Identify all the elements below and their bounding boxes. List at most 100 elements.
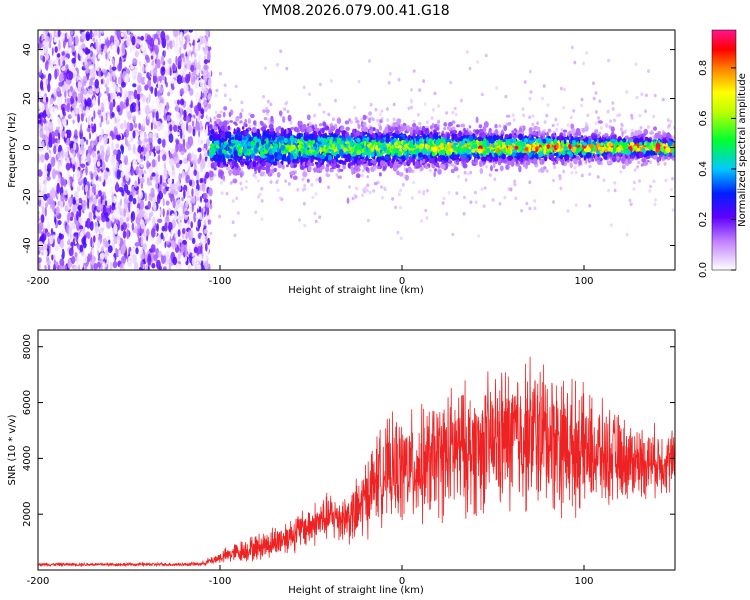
spectrogram-cell — [596, 175, 600, 179]
spectrogram-cell — [45, 202, 48, 208]
spectrogram-cell — [89, 106, 94, 118]
spectrogram-cell — [79, 244, 84, 253]
spectrogram-cell — [236, 211, 240, 215]
spectrogram-cell — [113, 84, 119, 92]
spectrogram-cell — [39, 154, 45, 163]
spectrogram-cell — [447, 190, 451, 195]
spectrogram-cell — [199, 120, 203, 131]
spectrogram-cell — [117, 63, 122, 72]
spectrogram-cell — [40, 49, 45, 55]
spectrogram-cell — [62, 118, 67, 128]
spectrogram-cell — [79, 38, 85, 43]
spectrogram-cell — [410, 98, 413, 103]
spectrogram-cell — [121, 244, 126, 254]
spectrogram-cell — [129, 103, 134, 113]
spectrogram-cell — [130, 137, 134, 142]
spectrogram-cell — [153, 131, 157, 142]
spectrogram-cell — [68, 36, 72, 47]
spectrogram-cell — [127, 223, 130, 229]
spectrogram-cell — [159, 174, 163, 185]
spectrogram-cell — [536, 121, 540, 125]
spectrogram-cell — [186, 122, 189, 132]
spectrogram-cell — [101, 150, 105, 157]
spectrogram-cell — [166, 151, 169, 162]
spectrogram-cell — [232, 178, 238, 184]
spectrogram-cell — [148, 195, 151, 201]
spectrogram-cell — [197, 157, 201, 165]
spectrogram-cell — [477, 234, 481, 238]
spectrogram-cell — [586, 113, 590, 118]
spectrogram-cell — [91, 247, 97, 256]
spectrogram-cell — [129, 90, 133, 96]
spectrogram-cell — [632, 180, 636, 185]
spectrogram-cell — [93, 145, 97, 152]
spectrogram-cell — [296, 187, 300, 192]
spectrogram-cell — [53, 263, 56, 270]
spectrogram-cell — [410, 88, 413, 92]
spectrogram-cell — [40, 163, 45, 172]
spectrogram-cell — [187, 243, 190, 253]
spectrogram-cell — [226, 166, 230, 170]
spectrogram-cell — [425, 216, 429, 220]
spectrogram-cell — [84, 57, 87, 66]
spectrogram-cell — [119, 101, 124, 111]
spectrogram-cell — [132, 69, 137, 77]
spectrogram-cell — [437, 168, 442, 175]
spectrogram-cell — [70, 86, 73, 93]
spectrogram-cell — [178, 172, 182, 182]
spectrogram-cell — [103, 113, 107, 122]
spectrogram-cell — [203, 59, 208, 65]
spectrogram-cell — [404, 174, 409, 181]
spectrogram-cell — [286, 109, 290, 114]
spectrogram-cell — [168, 133, 174, 143]
spectrogram-cell — [60, 176, 65, 187]
spectrogram-cell — [165, 231, 169, 240]
spectrogram-cell — [531, 122, 535, 127]
spectrogram-cell — [152, 111, 155, 119]
spectrogram-cell — [136, 93, 141, 101]
spectrogram-cell — [59, 265, 63, 270]
spectrogram-cell — [126, 228, 129, 240]
spectrogram-cell — [594, 91, 598, 95]
spectrogram-cell — [145, 264, 149, 270]
spectrogram-cell — [609, 119, 613, 123]
spectrogram-cell — [204, 128, 209, 136]
spectrogram-cell — [327, 185, 331, 190]
spectrogram-cell — [437, 119, 441, 124]
spectrogram-cell — [155, 182, 159, 190]
spectrogram-cell — [73, 196, 76, 205]
spectrogram-cell — [91, 133, 97, 141]
spectrogram-cell — [412, 119, 416, 124]
spectrogram-cell — [180, 128, 183, 139]
spectrogram-cell — [166, 209, 169, 216]
spectrogram-cell — [169, 67, 172, 77]
spectrogram-cell — [127, 30, 131, 35]
spectrogram-cell — [160, 30, 166, 41]
spectrogram-cell — [96, 204, 102, 211]
spectrogram-cell — [175, 105, 180, 112]
spectrogram-cell — [129, 46, 133, 53]
spectrogram-cell — [94, 221, 97, 227]
spectrogram-cell — [667, 125, 670, 129]
spectrogram-cell — [60, 155, 63, 165]
spectrogram-cell — [473, 190, 477, 195]
spectrogram-cell — [386, 118, 390, 122]
spectrogram-cell — [80, 258, 84, 268]
spectrogram-cell — [513, 182, 517, 187]
spectrogram-cell — [369, 102, 373, 107]
spectrogram-cell — [191, 237, 196, 245]
spectrogram-cell — [355, 119, 360, 124]
spectrogram-cell — [545, 169, 549, 173]
spectrogram-cell — [90, 50, 93, 58]
spectrogram-cell — [653, 202, 657, 207]
spectrogram-cell — [137, 237, 140, 245]
spectrogram-cell — [669, 119, 673, 124]
spectrogram-cell — [104, 154, 109, 163]
spectrogram-cell — [207, 78, 212, 87]
spectrogram-cell — [117, 46, 120, 55]
spectrogram-cell — [633, 168, 637, 172]
spectrogram-cell — [169, 124, 173, 132]
spectrogram-cell — [562, 169, 566, 174]
spectrogram-cell — [137, 110, 141, 116]
spectrogram-cell — [104, 241, 109, 248]
